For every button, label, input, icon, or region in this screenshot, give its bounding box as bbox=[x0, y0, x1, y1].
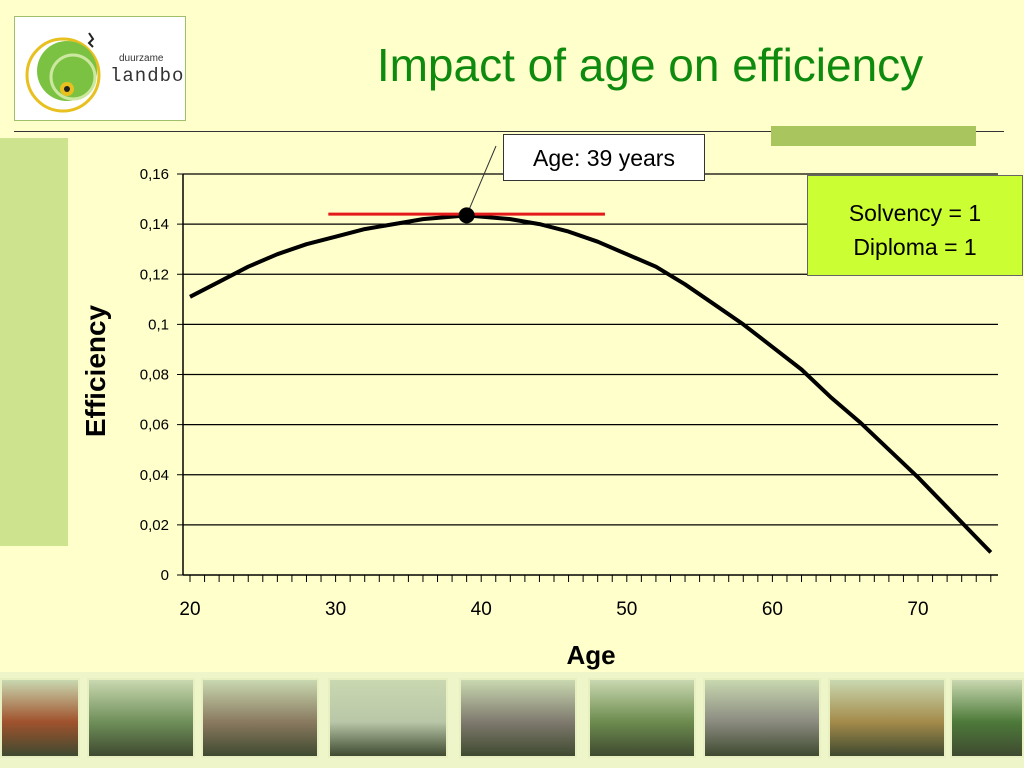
cornfield-photo bbox=[828, 678, 946, 758]
y-tick-label: 0,1 bbox=[148, 316, 169, 333]
y-tick-label: 0,04 bbox=[140, 467, 169, 484]
tractor-photo bbox=[950, 678, 1024, 758]
y-axis-label: Efficiency bbox=[80, 304, 111, 437]
x-tick-label: 70 bbox=[907, 599, 928, 620]
assumptions-note: Solvency = 1 Diploma = 1 bbox=[807, 175, 1023, 276]
chart-axes bbox=[177, 173, 998, 582]
y-tick-label: 0,12 bbox=[140, 266, 169, 283]
y-tick-label: 0 bbox=[161, 567, 169, 584]
logo: duurzame landbouw bbox=[14, 16, 186, 121]
optimum-point bbox=[458, 207, 475, 224]
y-tick-label: 0,06 bbox=[140, 417, 169, 434]
y-tick-label: 0,16 bbox=[140, 166, 169, 183]
title-divider bbox=[14, 131, 1004, 132]
title-accent-bar bbox=[771, 126, 976, 146]
logo-text-duurzame: duurzame bbox=[119, 53, 164, 64]
greenhouse-photo bbox=[328, 678, 448, 758]
diploma-note: Diploma = 1 bbox=[853, 234, 977, 260]
annotation-leader-line bbox=[466, 145, 497, 216]
photo-strip bbox=[0, 672, 1024, 768]
solvency-note: Solvency = 1 bbox=[848, 200, 982, 226]
chart-tick-labels: 0 0,02 0,04 0,06 0,08 0,1 0,12 0,14 0,16 20 30 40 50… bbox=[140, 166, 929, 620]
cow-barn-photo bbox=[459, 678, 577, 758]
x-tick-label: 40 bbox=[471, 599, 492, 620]
efficiency-chart: 0 0,02 0,04 0,06 0,08 0,1 0,12 0,14 0,16 20 30 40 50… bbox=[80, 145, 998, 670]
x-tick-label: 20 bbox=[179, 599, 200, 620]
y-tick-label: 0,02 bbox=[140, 517, 169, 534]
milking-parlour-photo bbox=[703, 678, 821, 758]
x-tick-label: 60 bbox=[762, 599, 783, 620]
field-crops-photo bbox=[87, 678, 195, 758]
orchard-photo bbox=[588, 678, 696, 758]
x-tick-label: 50 bbox=[616, 599, 637, 620]
chickens-photo bbox=[0, 678, 80, 758]
logo-graphic bbox=[25, 32, 101, 113]
y-tick-label: 0,08 bbox=[140, 367, 169, 384]
y-tick-label: 0,14 bbox=[140, 216, 169, 233]
x-axis-label: Age bbox=[566, 640, 615, 670]
slide-title: Impact of age on efficiency bbox=[376, 39, 924, 91]
x-tick-label: 30 bbox=[325, 599, 346, 620]
age-annotation: Age: 39 years bbox=[503, 134, 705, 181]
efficiency-curve bbox=[189, 213, 993, 554]
left-accent-bar bbox=[0, 138, 68, 546]
pigs-photo bbox=[201, 678, 319, 758]
logo-text-landbouw: landbouw bbox=[110, 65, 185, 87]
